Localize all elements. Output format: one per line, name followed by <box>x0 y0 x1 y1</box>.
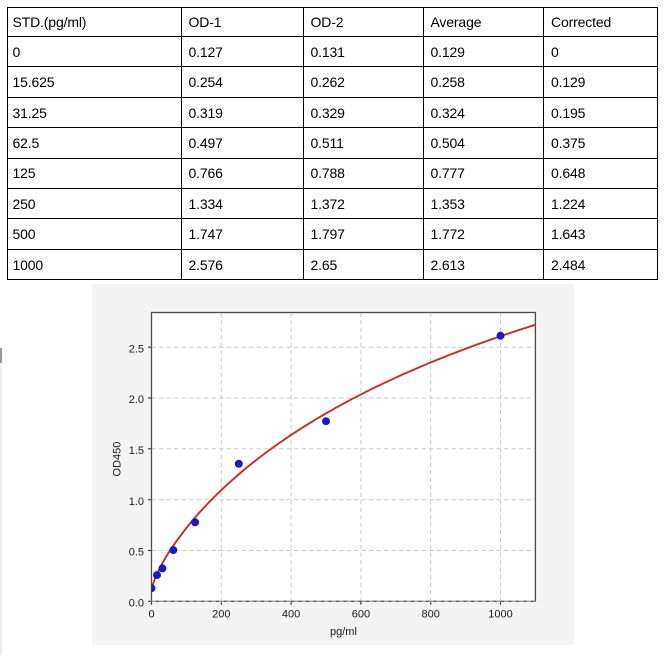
svg-text:pg/ml: pg/ml <box>330 626 357 638</box>
svg-text:400: 400 <box>282 609 300 621</box>
svg-text:OD450: OD450 <box>112 442 124 477</box>
svg-text:800: 800 <box>422 609 440 621</box>
svg-text:2.5: 2.5 <box>129 343 144 355</box>
svg-text:200: 200 <box>212 609 230 621</box>
svg-text:0: 0 <box>148 609 154 621</box>
svg-text:1.0: 1.0 <box>129 496 144 508</box>
svg-text:1000: 1000 <box>488 609 512 621</box>
svg-text:0.0: 0.0 <box>129 598 144 610</box>
svg-text:0.5: 0.5 <box>129 547 144 559</box>
svg-text:1.5: 1.5 <box>129 445 144 457</box>
svg-text:600: 600 <box>352 609 370 621</box>
svg-text:2.0: 2.0 <box>129 394 144 406</box>
